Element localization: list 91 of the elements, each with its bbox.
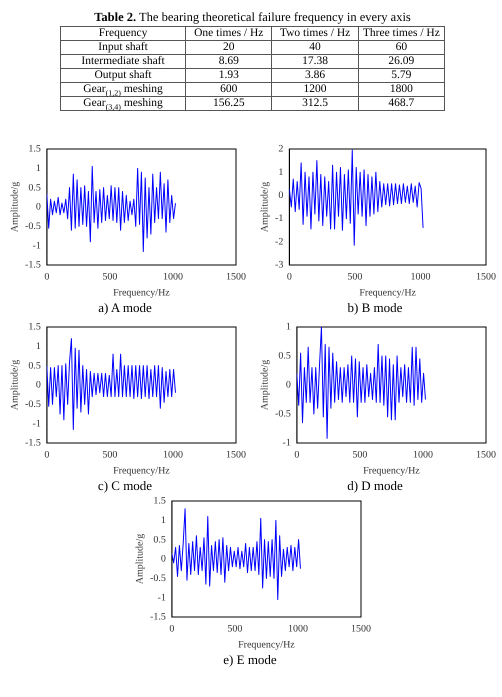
text: Gear$_{(1,2)}$ meshing — [61, 83, 186, 98]
y-axis-title: Amplitude/g — [134, 534, 146, 584]
text: b) B mode — [346, 300, 404, 315]
text: 1.93 — [186, 69, 272, 83]
text: Output shaft — [61, 69, 186, 83]
text: Two times / Hz — [272, 27, 359, 41]
x-tick-label: 1500 — [351, 624, 371, 635]
y-tick-label: 0 — [286, 380, 291, 391]
y-axis-title: Amplitude/g — [10, 360, 21, 410]
text: Intermediate shaft — [61, 55, 186, 69]
y-tick-label: -0.5 — [274, 408, 291, 420]
y-tick-label: -1 — [157, 592, 166, 604]
text: a) A mode — [97, 300, 153, 315]
x-tick-label: 500 — [102, 272, 118, 283]
y-tick-label: 0.5 — [278, 350, 291, 362]
y-tick-label: 1 — [36, 340, 41, 352]
x-tick-label: 1000 — [412, 450, 433, 461]
text: Three times / Hz — [358, 27, 445, 41]
y-tick-label: -1.5 — [150, 612, 166, 623]
text: 1200 — [272, 83, 359, 97]
y-tick-label: 0 — [36, 380, 41, 391]
x-axis-title: Frequency/Hz — [238, 640, 296, 651]
text: 468.7 — [358, 97, 445, 111]
y-tick-label: 0.5 — [28, 182, 41, 194]
y-tick-label: -1 — [32, 418, 41, 430]
x-tick-label: 1500 — [476, 450, 496, 461]
text: 156.25 — [186, 97, 272, 111]
text: 40 — [272, 41, 359, 55]
x-axis-title: Frequency/Hz — [359, 288, 417, 299]
text: 17.38 — [272, 55, 359, 69]
text: 60 — [358, 41, 445, 55]
y-tick-label: -1.5 — [24, 260, 41, 271]
text: 3.86 — [272, 69, 359, 83]
x-tick-label: 0 — [294, 450, 300, 461]
x-tick-label: 0 — [44, 272, 50, 283]
text: 26.09 — [358, 55, 445, 69]
x-tick-label: 1000 — [162, 450, 183, 461]
y-tick-label: 1 — [36, 162, 41, 174]
y-tick-label: 0.5 — [153, 534, 166, 546]
y-tick-label: -1 — [32, 240, 41, 252]
text: Frequency — [61, 27, 186, 41]
y-tick-label: 0 — [278, 190, 284, 202]
y-tick-label: 0 — [36, 202, 41, 213]
y-tick-label: 2 — [278, 144, 284, 155]
x-tick-label: 1000 — [162, 272, 183, 283]
y-tick-label: 0.5 — [28, 360, 41, 372]
y-axis-title: Amplitude/g — [260, 360, 271, 410]
text: One times / Hz — [186, 27, 272, 41]
x-tick-label: 500 — [347, 272, 362, 283]
x-tick-label: 0 — [44, 450, 50, 461]
y-tick-label: -0.5 — [150, 572, 166, 584]
x-tick-label: 0 — [169, 624, 174, 635]
y-tick-label: -1 — [274, 213, 284, 224]
y-tick-label: 1.5 — [28, 322, 41, 333]
text: c) C mode — [96, 478, 154, 493]
y-tick-label: 1 — [286, 322, 291, 333]
x-axis-title: Frequency/Hz — [113, 288, 170, 299]
x-tick-label: 1000 — [410, 272, 430, 283]
y-tick-label: 1 — [160, 514, 166, 526]
y-axis-title: Amplitude/g — [260, 182, 271, 232]
x-tick-label: 500 — [352, 450, 368, 461]
text: Table 2. The bearing theoretical failure frequency in every axis — [93, 10, 412, 25]
y-axis-title: Amplitude/g — [10, 182, 21, 232]
text: 5.79 — [358, 69, 445, 83]
y-tick-label: -2 — [274, 236, 284, 248]
x-tick-label: 1000 — [288, 624, 308, 635]
text: Input shaft — [61, 41, 186, 55]
x-axis-title: Frequency/Hz — [363, 466, 420, 477]
x-tick-label: 1500 — [226, 272, 246, 283]
y-tick-label: 1.5 — [153, 496, 166, 507]
y-tick-label: -3 — [274, 260, 284, 271]
y-tick-label: -1 — [282, 438, 291, 449]
y-tick-label: -1.5 — [24, 438, 41, 449]
x-tick-label: 1500 — [476, 272, 496, 283]
y-tick-label: -0.5 — [24, 398, 41, 410]
text: 600 — [186, 83, 272, 97]
text: 20 — [186, 41, 272, 55]
y-tick-label: 1 — [278, 166, 284, 178]
text: e) E mode — [222, 652, 278, 667]
text: 312.5 — [272, 97, 359, 111]
y-tick-label: 1.5 — [28, 144, 41, 155]
y-tick-label: 0 — [160, 554, 166, 565]
text: d) D mode — [346, 478, 404, 493]
text: 8.69 — [186, 55, 272, 69]
x-axis-title: Frequency/Hz — [113, 466, 170, 477]
y-tick-label: -0.5 — [24, 220, 41, 232]
text: Gear$_{(3,4)}$ meshing — [61, 97, 186, 112]
x-tick-label: 500 — [227, 624, 242, 635]
x-tick-label: 500 — [102, 450, 118, 461]
x-tick-label: 1500 — [226, 450, 246, 461]
text: 1800 — [358, 83, 445, 97]
